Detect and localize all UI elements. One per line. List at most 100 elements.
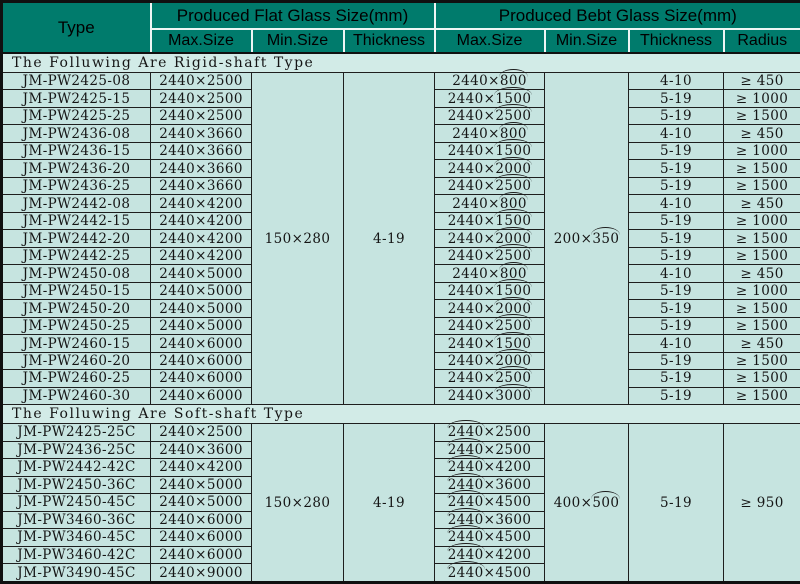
radius-cell: ≥ 450 bbox=[723, 264, 800, 283]
arc-marked-number: 1500 bbox=[494, 139, 533, 160]
type-cell: JM-PW3460-42C bbox=[1, 545, 151, 565]
radius-cell: ≥ 1000 bbox=[723, 211, 800, 231]
arc-marked-number: 2440 bbox=[446, 507, 485, 528]
arc-marked-number: 2500 bbox=[494, 366, 533, 387]
arc-marked-number: 2440 bbox=[446, 437, 485, 458]
bent-max-size-cell: 2440×2000 bbox=[434, 156, 546, 178]
bent-max-size-cell: 2440×2000 bbox=[434, 296, 546, 318]
bent-thickness-cell: 4-10 bbox=[628, 124, 725, 143]
flat-max-size-cell: 2440×2500 bbox=[150, 106, 252, 126]
bent-max-size-cell: 2440×800 bbox=[434, 69, 546, 91]
radius-cell: ≥ 450 bbox=[723, 124, 800, 143]
type-cell: JM-PW2450-20 bbox=[1, 299, 151, 318]
type-cell: JM-PW2460-15 bbox=[1, 334, 151, 353]
type-cell: JM-PW2436-15 bbox=[1, 141, 151, 161]
type-cell: JM-PW2460-20 bbox=[1, 351, 151, 371]
type-cell: JM-PW2425-15 bbox=[1, 89, 151, 108]
flat-max-size-cell: 2440×6000 bbox=[150, 351, 252, 371]
arc-marked-number: 2500 bbox=[494, 174, 533, 195]
bent-max-size-cell: 2440×1500 bbox=[434, 209, 546, 231]
flat-max-size-cell: 2440×3660 bbox=[150, 159, 252, 178]
arc-marked-number: 350 bbox=[591, 226, 621, 247]
radius-cell: ≥ 1500 bbox=[723, 159, 800, 178]
radius-cell: ≥ 1000 bbox=[723, 89, 800, 108]
bent-max-size-cell: 2440×800 bbox=[434, 191, 546, 213]
type-column-header: Type bbox=[0, 0, 152, 54]
type-cell: JM-PW2442-42C bbox=[1, 458, 151, 477]
type-cell: JM-PW2450-36C bbox=[1, 475, 151, 495]
flat-max-size-cell: 2440×5000 bbox=[150, 475, 252, 495]
type-cell: JM-PW2425-25C bbox=[1, 423, 151, 442]
type-cell: JM-PW2442-25 bbox=[1, 246, 151, 266]
bent-thickness-cell: 5-19 bbox=[628, 423, 725, 583]
flat-max-size-cell: 2440×4200 bbox=[150, 458, 252, 477]
table-row: JM-PW3490-45C 2440×9000 2440×4500 bbox=[1, 560, 800, 583]
table-row: JM-PW2425-15 2440×2500 2440×1500 5-19 ≥ 1000 bbox=[1, 86, 800, 108]
arc-marked-number: 2000 bbox=[494, 156, 533, 177]
type-cell: JM-PW2460-25 bbox=[1, 369, 151, 388]
type-cell: JM-PW2436-08 bbox=[1, 124, 151, 143]
bent-min-size-cell: 200×350 bbox=[544, 71, 630, 406]
table-row: JM-PW2425-08 2440×2500 150×280 4-19 2440×800… bbox=[1, 69, 800, 406]
flat-max-size-cell: 2440×5000 bbox=[150, 281, 252, 301]
arc-marked-number: 1500 bbox=[494, 86, 533, 107]
radius-cell: ≥ 1500 bbox=[723, 299, 800, 318]
bent-thickness-cell: 5-19 bbox=[628, 299, 725, 318]
table-row: JM-PW2442-15 2440×4200 2440×1500 5-19 ≥ 1000 bbox=[1, 209, 800, 231]
flat-max-size-cell: 2440×3660 bbox=[150, 141, 252, 161]
table-row: JM-PW2460-20 2440×6000 2440×2000 5-19 ≥ 1500 bbox=[1, 348, 800, 371]
bent-thickness-cell: 5-19 bbox=[628, 369, 725, 388]
flat-max-size-cell: 2440×2500 bbox=[150, 423, 252, 442]
arc-marked-number: 2500 bbox=[494, 104, 533, 125]
radius-cell: ≥ 1500 bbox=[723, 106, 800, 126]
arc-marked-number: 1500 bbox=[494, 209, 533, 230]
flat-max-size-header: Max.Size bbox=[149, 28, 253, 54]
arc-marked-number: 2440 bbox=[446, 560, 485, 581]
table-row: JM-PW2425-25 2440×2500 2440×2500 5-19 ≥ 1500 bbox=[1, 104, 800, 126]
radius-cell: ≥ 1000 bbox=[723, 281, 800, 301]
type-cell: JM-PW3490-45C bbox=[1, 563, 151, 583]
type-cell: JM-PW2442-15 bbox=[1, 211, 151, 231]
table-row: JM-PW2450-45C 2440×5000 2440×4500 bbox=[1, 490, 800, 512]
arc-marked-number: 2440 bbox=[446, 525, 485, 546]
radius-cell: ≥ 1500 bbox=[723, 176, 800, 196]
radius-cell: ≥ 1500 bbox=[723, 246, 800, 266]
bent-min-size-cell: 400×500 bbox=[544, 423, 630, 583]
bent-max-size-cell: 2440×2500 bbox=[434, 437, 546, 460]
arc-marked-number: 2440 bbox=[446, 455, 485, 476]
radius-cell: ≥ 1500 bbox=[723, 229, 800, 248]
arc-marked-number: 2440 bbox=[446, 490, 485, 511]
type-cell: JM-PW2425-25 bbox=[1, 106, 151, 126]
arc-marked-number: 2440 bbox=[446, 542, 485, 563]
table-row: JM-PW2436-15 2440×3660 2440×1500 5-19 ≥ 1000 bbox=[1, 139, 800, 161]
flat-max-size-cell: 2440×4200 bbox=[150, 246, 252, 266]
bent-max-size-cell: 2440×3600 bbox=[434, 472, 546, 495]
table-row: JM-PW2442-20 2440×4200 2440×2000 5-19 ≥ 1500 bbox=[1, 226, 800, 248]
flat-max-size-cell: 2440×5000 bbox=[150, 316, 252, 336]
radius-cell: ≥ 450 bbox=[723, 334, 800, 353]
radius-cell: ≥ 450 bbox=[723, 194, 800, 213]
arc-marked-number: 800 bbox=[498, 191, 528, 212]
flat-max-size-cell: 2440×3660 bbox=[150, 124, 252, 143]
arc-marked-number: 2000 bbox=[494, 226, 533, 247]
table-row: JM-PW2442-42C 2440×4200 2440×4200 bbox=[1, 455, 800, 477]
bent-max-size-cell: 2440×800 bbox=[434, 121, 546, 143]
arc-marked-number: 2500 bbox=[494, 314, 533, 335]
bent-max-size-cell: 2440×1500 bbox=[434, 331, 546, 353]
flat-max-size-cell: 2440×2500 bbox=[150, 89, 252, 108]
bent-thickness-cell: 5-19 bbox=[628, 176, 725, 196]
table-header: Type Produced Flat Glass Size(mm) Produc… bbox=[0, 0, 800, 54]
table-row: JM-PW2436-08 2440×3660 2440×800 4-10 ≥ 450 bbox=[1, 121, 800, 143]
arc-marked-number: 2440 bbox=[446, 420, 485, 441]
flat-max-size-cell: 2440×5000 bbox=[150, 299, 252, 318]
type-cell: JM-PW2436-25C bbox=[1, 440, 151, 460]
bent-max-size-cell: 2440×2500 bbox=[434, 366, 546, 388]
bent-max-size-cell: 2440×2500 bbox=[434, 314, 546, 336]
section-header-row: The Folluwing Are Rigid-shaft Type bbox=[0, 52, 800, 73]
bent-max-size-cell: 2440×4500 bbox=[434, 525, 546, 547]
bent-thickness-cell: 4-10 bbox=[628, 194, 725, 213]
bent-max-size-cell: 2440×1500 bbox=[434, 279, 546, 301]
bent-max-size-cell: 2440×4500 bbox=[434, 490, 546, 512]
arc-marked-number: 3000 bbox=[494, 383, 533, 404]
flat-min-size-header: Min.Size bbox=[250, 28, 345, 54]
